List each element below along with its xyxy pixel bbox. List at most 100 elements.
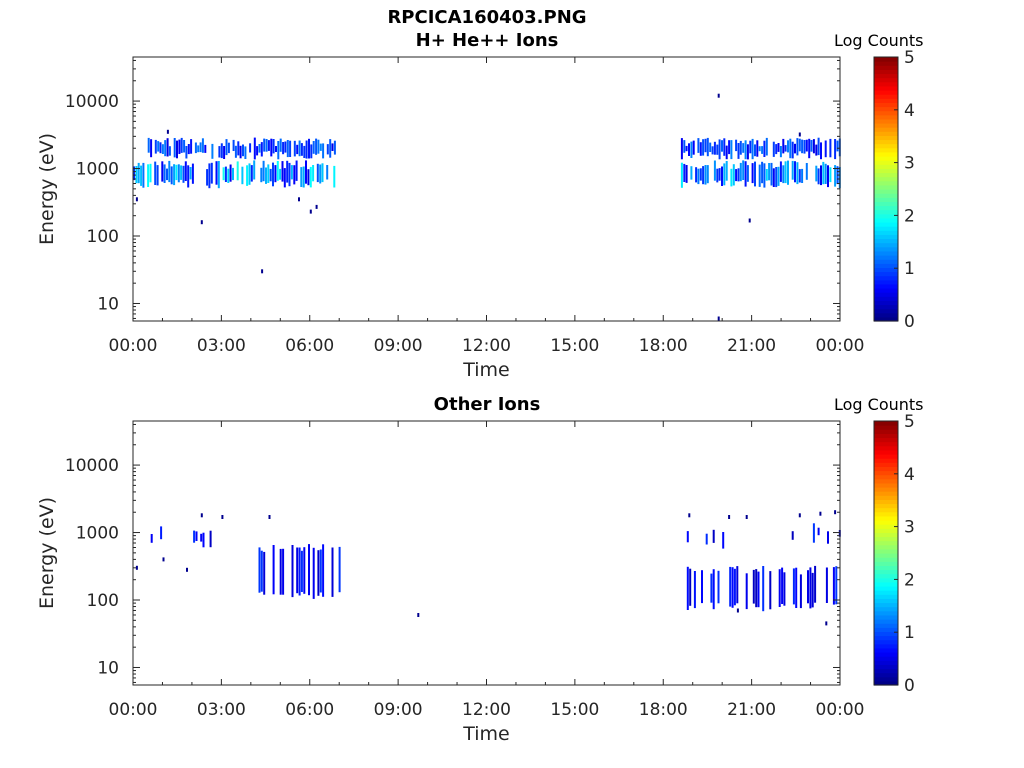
data-stripe [202, 532, 205, 548]
data-stripe [783, 572, 786, 606]
data-stripe [742, 143, 745, 153]
data-stripe [718, 139, 721, 160]
data-stripe [250, 165, 253, 182]
data-stripe [812, 139, 815, 154]
data-stripe [798, 169, 801, 183]
x-tick-label: 03:00 [197, 700, 246, 720]
data-stripe [164, 140, 167, 157]
data-stripe [182, 165, 185, 183]
data-stripe [815, 144, 818, 156]
data-stripe [293, 165, 296, 185]
y-tick-label: 10000 [65, 456, 119, 476]
colorbar-segment [874, 259, 898, 264]
x-tick-label: 09:00 [374, 336, 423, 356]
data-stripe [305, 140, 308, 159]
data-stripe [244, 146, 247, 159]
data-stripe [220, 143, 223, 159]
data-stripe [237, 141, 240, 156]
data-stripe [154, 139, 157, 154]
data-stripe [791, 141, 794, 159]
colorbar-segment [874, 98, 898, 103]
data-stripe [787, 160, 789, 185]
colorbar: 0 1 2 3 4 5 [873, 48, 915, 332]
data-stripe [820, 142, 822, 160]
data-stripe [690, 166, 693, 180]
data-stripe [265, 167, 267, 184]
data-stripe [794, 161, 796, 183]
colorbar-segment [874, 614, 898, 620]
data-stripe [702, 139, 705, 156]
colorbar-segment [874, 288, 898, 293]
x-tick-label: 09:00 [374, 700, 423, 720]
data-point [745, 515, 748, 519]
data-stripe [716, 168, 719, 183]
data-point [162, 557, 165, 562]
colorbar-segment [874, 425, 898, 430]
data-stripe [210, 162, 213, 184]
data-stripe [754, 144, 756, 157]
data-stripe [265, 139, 268, 152]
data-stripe [232, 139, 235, 151]
data-stripe [319, 164, 322, 184]
data-stripe [810, 140, 813, 152]
data-point [221, 515, 224, 519]
data-stripe [140, 165, 143, 186]
data-stripe [312, 141, 315, 154]
data-stripe [736, 566, 739, 604]
data-stripe [730, 168, 733, 187]
colorbar-segment [874, 201, 898, 207]
colorbar-segment [874, 127, 898, 132]
data-stripe [835, 566, 838, 605]
data-stripe [331, 143, 334, 151]
data-stripe [745, 573, 748, 610]
data-stripe [689, 568, 692, 606]
data-stripe [321, 163, 324, 183]
data-stripe [758, 146, 761, 152]
data-stripe [258, 547, 261, 593]
colorbar-segment [874, 482, 898, 488]
y-axis-label: Energy (eV) [36, 497, 58, 609]
data-stripe [149, 163, 152, 183]
colorbar-segment [874, 491, 898, 496]
data-stripe [329, 139, 332, 158]
data-stripe [282, 142, 285, 155]
colorbar-segment [874, 151, 898, 157]
colorbar-segment [874, 474, 898, 480]
colorbar-segment [874, 267, 898, 273]
data-stripe [737, 143, 740, 159]
data-stripe [315, 138, 318, 155]
data-stripe [706, 137, 709, 157]
data-stripe [781, 567, 784, 604]
data-stripe [752, 569, 755, 604]
data-point [268, 515, 271, 519]
data-stripe [175, 164, 178, 181]
colorbar-segment [874, 304, 898, 310]
colorbar-tick-label: 2 [904, 206, 915, 226]
data-stripe [751, 138, 754, 160]
data-stripe [701, 570, 703, 604]
data-point [166, 129, 169, 134]
data-stripe [697, 138, 700, 153]
data-stripe [704, 138, 707, 153]
data-stripe [253, 137, 256, 160]
x-tick-label: 06:00 [285, 700, 334, 720]
data-stripe [712, 529, 715, 543]
data-stripe [187, 165, 190, 188]
data-stripe [796, 138, 799, 156]
y-tick-label: 10000 [65, 92, 119, 112]
colorbar-segment [874, 172, 898, 178]
colorbar-tick-label: 5 [904, 48, 915, 68]
colorbar-segment [874, 217, 898, 223]
data-stripe [173, 138, 176, 158]
data-stripe [159, 142, 162, 154]
data-stripe [778, 569, 781, 607]
data-stripe [756, 140, 759, 157]
colorbar-segment [874, 102, 898, 108]
colorbar-segment [874, 561, 898, 566]
data-stripe [229, 164, 232, 182]
data-stripe [279, 168, 282, 180]
data-stripe [757, 571, 760, 608]
data-stripe [770, 162, 773, 186]
colorbar-segment [874, 466, 898, 472]
